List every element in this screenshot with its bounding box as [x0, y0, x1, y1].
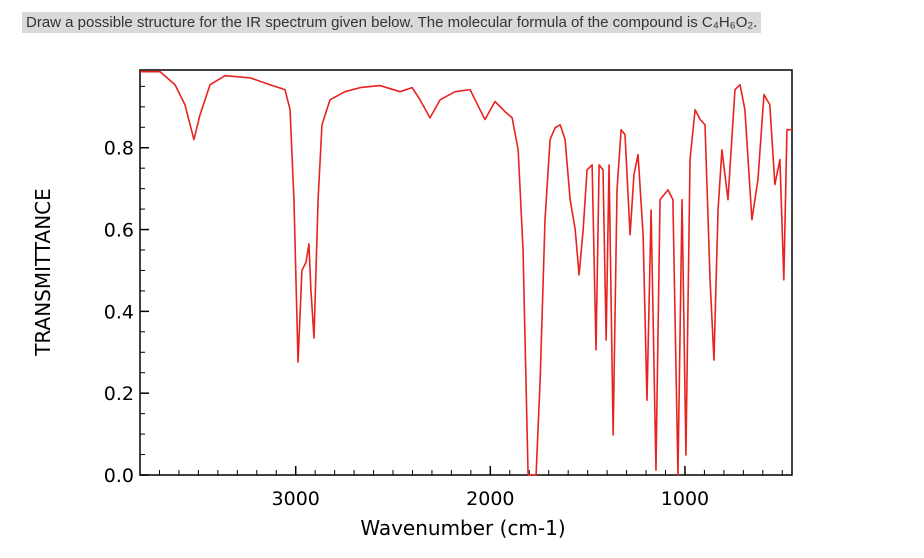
- y-tick-label: 0.2: [104, 383, 134, 405]
- x-axis-label: Wavenumber (cm-1): [360, 516, 565, 540]
- plot-frame: [139, 69, 793, 476]
- question-text: Draw a possible structure for the IR spe…: [22, 12, 762, 33]
- x-tick-label: 1000: [661, 488, 709, 510]
- x-tick-label: 3000: [272, 488, 320, 510]
- spectrum-line: [140, 70, 792, 476]
- y-tick-label: 0.4: [104, 301, 134, 323]
- x-tick-label: 2000: [466, 488, 514, 510]
- y-tick-label: 0.6: [104, 220, 134, 242]
- y-tick-label: 0.0: [104, 465, 134, 487]
- y-axis-label: TRANSMITTANCE: [31, 188, 55, 357]
- y-tick-label: 0.8: [104, 138, 134, 160]
